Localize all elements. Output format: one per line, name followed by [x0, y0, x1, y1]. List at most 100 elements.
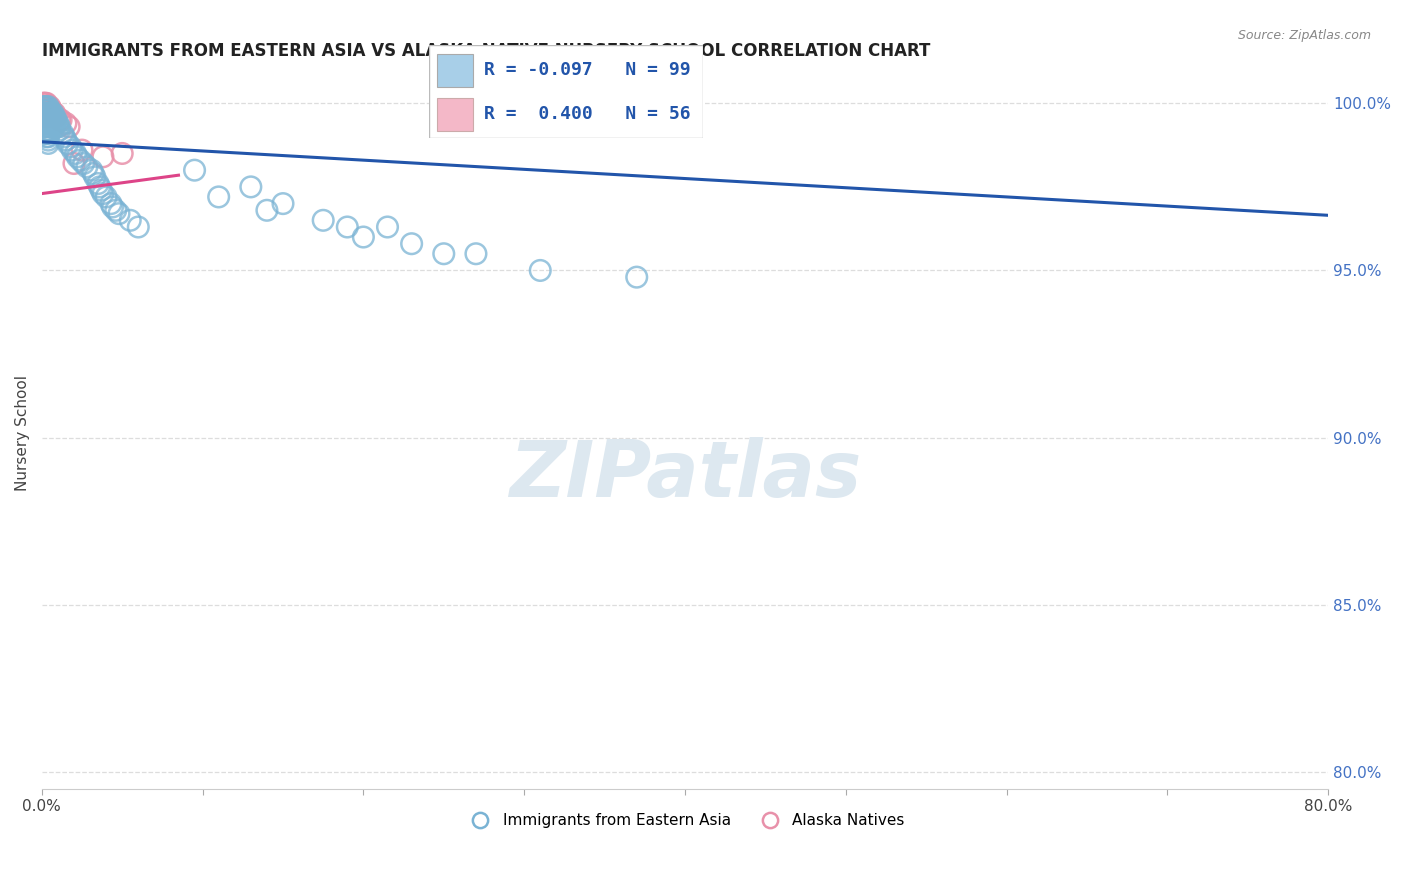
Point [34, 106, 56, 120]
Point [32, 96, 55, 111]
Point [38, 110, 60, 124]
Point [256, 203, 278, 218]
Point [89, 180, 111, 194]
Point [48, 120, 70, 134]
Point [58, 120, 80, 134]
Point [37, 106, 59, 120]
Point [38, 106, 60, 120]
Point [41, 106, 63, 120]
Point [56, 136, 79, 151]
Point [34, 96, 56, 111]
Point [32, 103, 55, 117]
Point [37, 103, 59, 117]
Point [37, 100, 59, 114]
Point [46, 120, 69, 134]
Point [37, 113, 59, 128]
Point [52, 127, 75, 141]
Point [35, 113, 58, 128]
Point [35, 123, 58, 137]
Point [46, 116, 69, 130]
Point [38, 110, 60, 124]
Point [127, 219, 149, 234]
Point [32, 100, 55, 114]
Point [32, 100, 55, 114]
Point [55, 116, 77, 130]
Point [37, 133, 59, 147]
Point [41, 106, 63, 120]
Point [83, 169, 105, 184]
Point [37, 123, 59, 137]
Point [32, 103, 55, 117]
Point [69, 153, 91, 168]
Point [37, 120, 59, 134]
Point [37, 129, 59, 144]
Point [183, 163, 205, 178]
Point [271, 196, 294, 211]
Point [35, 103, 58, 117]
Point [529, 263, 551, 277]
FancyBboxPatch shape [429, 45, 703, 138]
Point [65, 146, 87, 161]
Point [80, 163, 103, 178]
Point [37, 136, 59, 151]
Point [35, 110, 58, 124]
Point [35, 110, 58, 124]
Point [37, 103, 59, 117]
Point [34, 123, 56, 137]
Point [34, 110, 56, 124]
Point [37, 110, 59, 124]
Point [35, 120, 58, 134]
Point [34, 120, 56, 134]
Point [37, 110, 59, 124]
Point [38, 106, 60, 120]
Point [60, 143, 83, 157]
Point [35, 100, 58, 114]
Legend: Immigrants from Eastern Asia, Alaska Natives: Immigrants from Eastern Asia, Alaska Nat… [458, 807, 911, 834]
Point [626, 270, 648, 285]
Point [37, 103, 59, 117]
Point [34, 110, 56, 124]
Point [37, 106, 59, 120]
Point [59, 140, 82, 154]
Point [37, 100, 59, 114]
Point [101, 200, 124, 214]
Point [53, 129, 76, 144]
Point [94, 190, 117, 204]
Point [35, 106, 58, 120]
Point [32, 100, 55, 114]
Point [44, 113, 66, 128]
Point [35, 106, 58, 120]
Point [120, 213, 142, 227]
Point [34, 110, 56, 124]
Point [35, 106, 58, 120]
Point [32, 100, 55, 114]
Point [35, 103, 58, 117]
Point [35, 116, 58, 130]
Point [38, 113, 60, 128]
Point [34, 103, 56, 117]
Point [38, 103, 60, 117]
Point [42, 106, 65, 120]
Point [42, 110, 65, 124]
Point [34, 106, 56, 120]
Point [34, 116, 56, 130]
Point [42, 106, 65, 120]
Point [49, 113, 72, 128]
Point [44, 120, 66, 134]
Point [72, 156, 94, 170]
Point [66, 150, 89, 164]
Point [70, 143, 93, 157]
Point [44, 106, 66, 120]
Point [37, 127, 59, 141]
Point [44, 116, 66, 130]
Point [35, 96, 58, 111]
Point [41, 113, 63, 128]
Point [37, 100, 59, 114]
Point [34, 127, 56, 141]
Point [35, 127, 58, 141]
FancyBboxPatch shape [437, 98, 472, 131]
Text: R =  0.400   N = 56: R = 0.400 N = 56 [484, 105, 690, 123]
Point [45, 113, 67, 128]
Point [312, 213, 335, 227]
Point [91, 150, 114, 164]
